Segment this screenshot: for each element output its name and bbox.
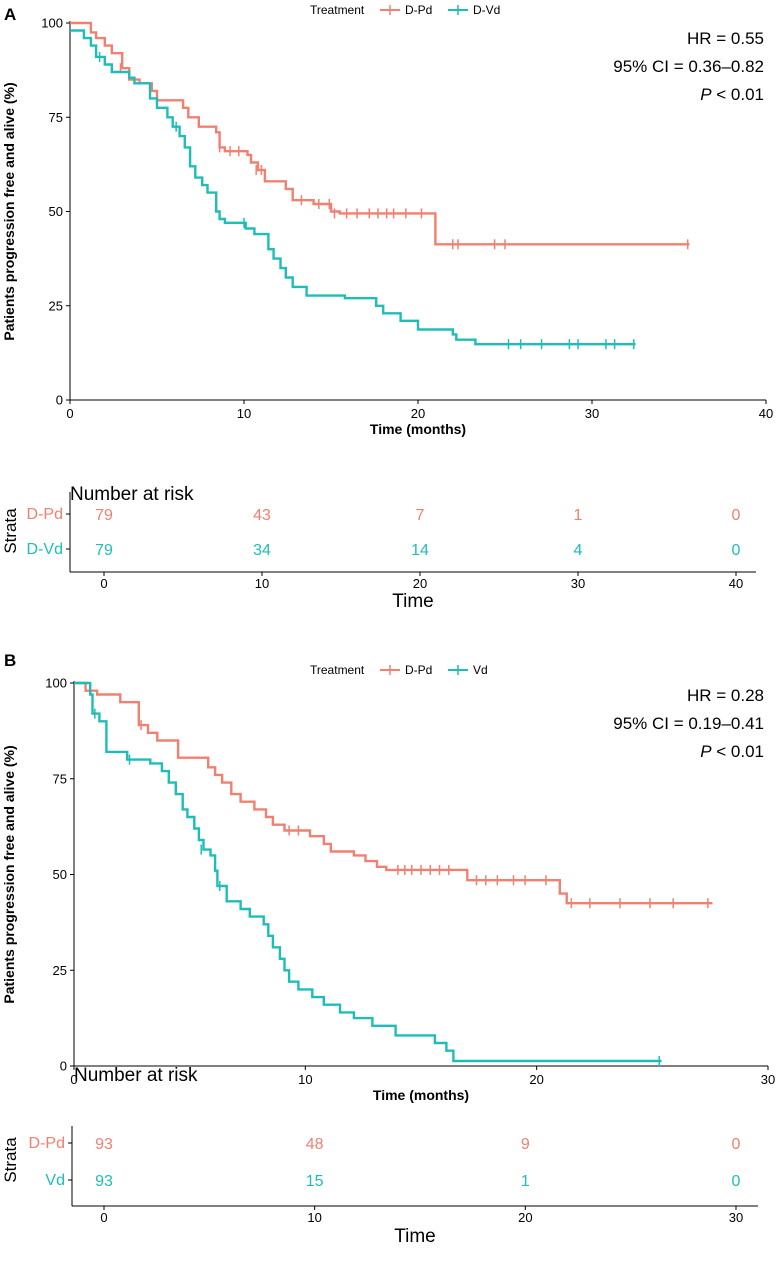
x-tick-label: 30 [585,406,599,421]
x-tick-label: 40 [759,406,773,421]
x-tick-label: 20 [411,406,425,421]
y-tick-label: 50 [53,867,67,882]
risk-value: 1 [574,507,583,524]
risk-x-tick-label: 10 [307,1210,321,1225]
legend-entry-d-pd: D-Pd [405,3,432,17]
y-axis-title: Patients progression free and alive (%) [1,745,17,1003]
x-tick-label: 0 [70,1072,77,1087]
risk-x-tick-label: 20 [518,1210,532,1225]
risk-value: 48 [306,1136,324,1153]
risk-value: 0 [732,507,741,524]
risk-value: 93 [95,1136,113,1153]
legend-entry-vd: Vd [473,663,488,677]
y-tick-label: 50 [49,204,63,219]
risk-value: 14 [411,542,429,559]
risk-row-label-vd: Vd [45,1172,65,1189]
y-tick-label: 0 [56,393,63,408]
risk-x-tick-label: 20 [413,576,427,591]
panel-label: A [4,5,16,24]
legend-entry-d-pd: D-Pd [405,663,432,677]
risk-value: 79 [95,507,113,524]
x-tick-label: 20 [529,1072,543,1087]
km-curve-d-pd [70,21,690,246]
legend-title: Treatment [310,663,365,677]
p-value: P < 0.01 [700,85,764,104]
p-value-symbol: P [700,742,712,761]
y-tick-label: 100 [41,16,63,31]
risk-value: 79 [95,542,113,559]
km-curve-d-vd [70,29,636,346]
strata-title: Strata [1,508,20,554]
p-value: P < 0.01 [700,742,764,761]
risk-value: 93 [95,1173,113,1190]
risk-value: 7 [416,507,425,524]
risk-value: 0 [732,1136,741,1153]
risk-value: 34 [253,542,271,559]
x-axis-title: Time (months) [373,1087,469,1103]
y-tick-label: 75 [49,110,63,125]
confidence-interval: 95% CI = 0.19–0.41 [613,714,764,733]
strata-title: Strata [1,1137,20,1183]
risk-value: 4 [574,542,583,559]
y-axis-title: Patients progression free and alive (%) [1,82,17,340]
risk-value: 15 [306,1173,324,1190]
risk-x-tick-label: 30 [729,1210,743,1225]
legend-entry-d-vd: D-Vd [473,3,500,17]
legend-title: Treatment [310,3,365,17]
x-tick-label: 0 [66,406,73,421]
y-tick-label: 25 [53,963,67,978]
risk-value: 0 [732,1173,741,1190]
risk-x-axis-title: Time [392,591,434,612]
x-tick-label: 10 [237,406,251,421]
p-value-text: < 0.01 [712,742,764,761]
km-panel-b: B Treatment D-Pd Vd HR = 0.28 95% CI = 0.19–0… [1,651,775,1247]
risk-x-tick-label: 0 [100,576,107,591]
risk-x-tick-label: 0 [100,1210,107,1225]
risk-table-title: Number at risk [70,484,194,505]
risk-value: 1 [521,1173,530,1190]
risk-row-label-d-vd: D-Vd [27,541,63,558]
y-tick-label: 0 [60,1059,67,1074]
km-curve-d-pd [74,681,713,905]
x-axis-title: Time (months) [370,421,466,437]
y-tick-label: 75 [53,771,67,786]
risk-row-label-d-pd: D-Pd [29,1135,65,1152]
km-curve-vd [74,681,662,1063]
km-panel-a: A Treatment D-Pd D-Vd HR = 0.55 95% CI = 0.36… [1,3,773,612]
risk-row-label-d-pd: D-Pd [27,506,63,523]
x-tick-label: 30 [761,1072,775,1087]
hazard-ratio: HR = 0.55 [687,29,764,48]
y-tick-label: 100 [45,676,67,691]
risk-x-tick-label: 10 [255,576,269,591]
x-tick-label: 10 [298,1072,312,1087]
p-value-symbol: P [700,85,712,104]
risk-table-title: Number at risk [74,1065,198,1086]
hazard-ratio: HR = 0.28 [687,686,764,705]
risk-x-tick-label: 40 [729,576,743,591]
confidence-interval: 95% CI = 0.36–0.82 [613,57,764,76]
risk-value: 9 [521,1136,530,1153]
p-value-text: < 0.01 [712,85,764,104]
risk-value: 0 [732,542,741,559]
panel-label: B [4,651,16,670]
risk-value: 43 [253,507,271,524]
risk-x-axis-title: Time [394,1226,436,1247]
risk-x-tick-label: 30 [571,576,585,591]
y-tick-label: 25 [49,298,63,313]
